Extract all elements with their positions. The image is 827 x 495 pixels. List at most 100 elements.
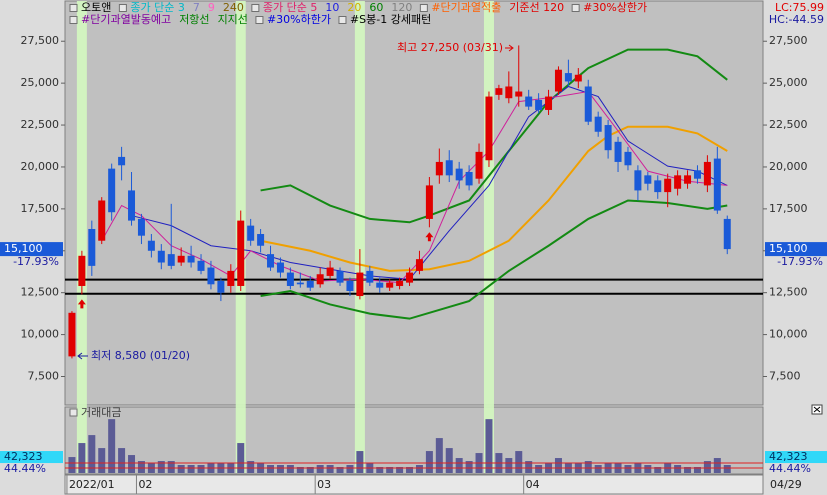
candle-body: [455, 168, 463, 181]
y-tick-label: 25,000: [21, 76, 60, 89]
y-tick-label: 20,000: [21, 160, 60, 173]
candle-body: [445, 160, 453, 176]
candle-body: [386, 282, 394, 288]
candle-body: [415, 259, 423, 271]
volume-bar: [723, 465, 731, 473]
last-change: -17.93%: [13, 255, 59, 268]
candle-body: [68, 312, 76, 357]
candle-body: [167, 254, 175, 266]
y-tick-label-right: 7,500: [769, 370, 801, 383]
last-price-box: [0, 242, 63, 257]
y-tick-label: 12,500: [21, 286, 60, 299]
legend-item: 종가 단순 3: [130, 1, 184, 14]
volume-bar: [316, 465, 324, 473]
volume-bar: [346, 465, 354, 473]
candle-body: [286, 272, 294, 286]
candle-body: [197, 260, 205, 271]
x-tick-label: 02: [138, 478, 152, 491]
volume-bar: [406, 467, 414, 473]
legend-box: [255, 16, 264, 24]
y-tick-label-right: 17,500: [769, 202, 808, 215]
price-panel: [64, 0, 764, 406]
volume-bar: [584, 461, 592, 473]
y-tick-label-right: 25,000: [769, 76, 808, 89]
volume-bar: [674, 465, 682, 473]
last-volume-box: [0, 451, 63, 464]
volume-bar: [197, 465, 205, 473]
candle-body: [654, 180, 662, 193]
candle-body: [465, 171, 473, 186]
legend-item: #30%상한가: [583, 1, 647, 14]
candle-body: [614, 141, 622, 162]
low-arrow: [77, 352, 88, 360]
volume-bar: [296, 467, 304, 473]
candle-body: [128, 190, 136, 221]
x-tick-label: 04: [526, 478, 540, 491]
last-change: -17.93%: [777, 255, 823, 268]
candle-body: [713, 158, 721, 211]
volume-bar: [286, 465, 294, 473]
last-price: 15,100: [769, 242, 808, 255]
volume-bar: [435, 438, 443, 473]
x-tick-label: 03: [317, 478, 331, 491]
volume-bar: [128, 455, 136, 473]
candle-body: [296, 282, 304, 285]
y-tick-label: 17,500: [21, 202, 60, 215]
volume-bar: [445, 448, 453, 473]
volume-bar: [376, 467, 384, 473]
legend-box: [419, 4, 428, 12]
candle-body: [118, 156, 126, 166]
legend-item: 지지선: [218, 13, 248, 26]
last-volume: 42,323: [769, 450, 808, 463]
volume-bar: [415, 465, 423, 473]
last-volume-box: [765, 451, 827, 464]
volume-bar: [654, 467, 662, 473]
volume-bar: [98, 448, 106, 473]
candle-body: [634, 170, 642, 191]
legend-box: [69, 408, 78, 417]
volume-bar: [644, 465, 652, 473]
candle-body: [237, 220, 245, 286]
volume-bar: [535, 465, 543, 473]
volume-bar: [455, 458, 463, 473]
candle-body: [584, 86, 592, 122]
legend-item: 120: [391, 1, 412, 14]
candle-body: [247, 225, 255, 241]
volume-bar: [137, 461, 145, 473]
legend-item: 저항선: [179, 13, 209, 26]
candle-body: [108, 168, 116, 213]
candle-body: [723, 218, 731, 250]
candle-body: [366, 270, 374, 283]
y-tick-label-right: 10,000: [769, 328, 808, 341]
indicator-line: [260, 48, 728, 224]
candle-body: [346, 280, 354, 292]
legend-item: 종가 단순 5: [263, 1, 317, 14]
volume-bar: [624, 465, 632, 473]
candle-body: [554, 69, 562, 92]
legend-box: [251, 4, 260, 12]
volume-bar: [554, 458, 562, 473]
volume-bar: [247, 461, 255, 473]
candle-body: [406, 272, 414, 283]
candle-body: [425, 185, 433, 219]
legend-box: [69, 16, 78, 24]
volume-bar: [276, 465, 284, 473]
volume-title: 거래대금: [81, 406, 121, 419]
volume-bar: [465, 461, 473, 473]
volume-bar: [326, 465, 334, 473]
legend-box: [571, 4, 580, 12]
legend-item: 240: [223, 1, 244, 14]
candle-body: [574, 74, 582, 82]
candle-body: [684, 175, 692, 184]
candle-body: [525, 96, 533, 107]
legend-item: #단기과열발동예고: [81, 13, 171, 26]
candle-body: [624, 151, 632, 166]
volume-bar: [108, 419, 116, 473]
last-volume-pct: 44.44%: [769, 462, 811, 475]
last-date: 04/29: [770, 478, 802, 491]
highlight-band: [354, 1, 365, 473]
candle-body: [356, 272, 364, 297]
candle-body: [187, 255, 195, 263]
legend-item: 7: [193, 1, 200, 14]
y-tick-label: 27,500: [21, 34, 60, 47]
